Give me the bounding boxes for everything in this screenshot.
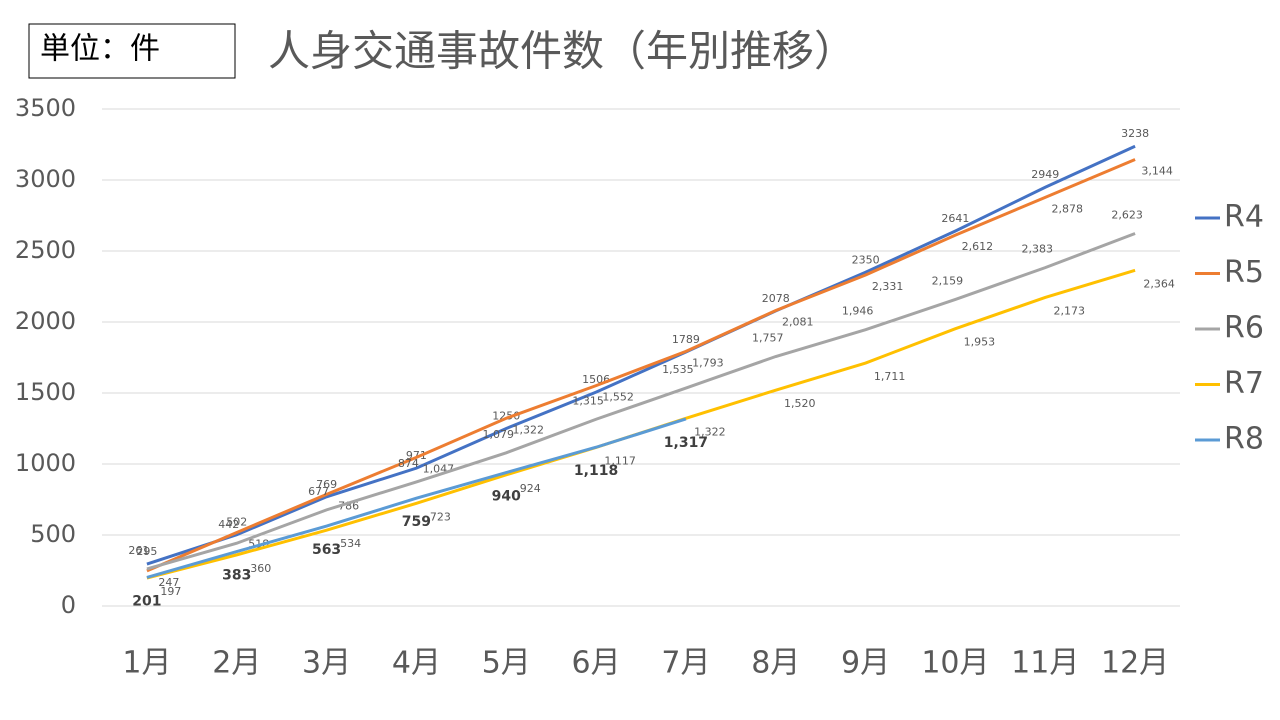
data-label: 1,520 bbox=[784, 397, 816, 410]
data-label: 2641 bbox=[941, 212, 969, 225]
data-label: 2350 bbox=[852, 253, 880, 266]
x-tick-label: 4月 bbox=[392, 646, 441, 681]
data-label: 1,946 bbox=[842, 305, 874, 318]
data-label: 360 bbox=[250, 562, 271, 575]
data-label: 924 bbox=[520, 482, 541, 495]
unit-label: 単位：件 bbox=[40, 32, 160, 67]
data-label: 3,144 bbox=[1141, 165, 1173, 178]
data-label: 201 bbox=[132, 593, 161, 609]
data-label: 247 bbox=[158, 576, 179, 589]
y-tick-label: 0 bbox=[61, 591, 76, 619]
data-label: 2,383 bbox=[1022, 243, 1054, 256]
data-label: 759 bbox=[402, 514, 431, 530]
y-tick-label: 1500 bbox=[15, 378, 76, 406]
data-label: 2,159 bbox=[932, 274, 964, 287]
x-tick-label: 9月 bbox=[841, 646, 890, 681]
data-label: 874 bbox=[398, 457, 419, 470]
data-label: 1,757 bbox=[752, 332, 784, 345]
series-line bbox=[146, 232, 1136, 571]
data-label: 2,364 bbox=[1143, 277, 1175, 290]
data-label: 677 bbox=[308, 485, 329, 498]
series-line bbox=[146, 158, 1136, 573]
data-label: 1,322 bbox=[513, 423, 545, 436]
data-label: 1,953 bbox=[964, 336, 996, 349]
y-tick-label: 3000 bbox=[15, 165, 76, 193]
data-label: 197 bbox=[160, 585, 181, 598]
data-label: 534 bbox=[340, 537, 361, 550]
x-tick-label: 12月 bbox=[1101, 646, 1169, 681]
x-tick-label: 10月 bbox=[921, 646, 989, 681]
data-label: 295 bbox=[136, 545, 157, 558]
data-label: 383 bbox=[222, 568, 251, 584]
legend-label: R6 bbox=[1224, 311, 1264, 346]
y-tick-label: 500 bbox=[30, 520, 76, 548]
series-line bbox=[146, 417, 687, 579]
data-label: 1,079 bbox=[483, 428, 515, 441]
data-label: 1,711 bbox=[874, 370, 906, 383]
x-tick-label: 11月 bbox=[1011, 646, 1079, 681]
series-line bbox=[146, 144, 1136, 566]
data-label: 1250 bbox=[492, 410, 520, 423]
data-label: 1,322 bbox=[694, 425, 726, 438]
x-tick-label: 8月 bbox=[751, 646, 800, 681]
data-label: 2949 bbox=[1031, 168, 1059, 181]
data-label: 1,118 bbox=[574, 463, 618, 479]
data-label: 442 bbox=[218, 518, 239, 531]
data-label: 1789 bbox=[672, 333, 700, 346]
data-label: 2,173 bbox=[1054, 304, 1086, 317]
data-label: 940 bbox=[492, 489, 521, 505]
data-label: 769 bbox=[316, 478, 337, 491]
y-tick-label: 1000 bbox=[15, 449, 76, 477]
y-tick-label: 3500 bbox=[15, 94, 76, 122]
x-tick-label: 5月 bbox=[482, 646, 531, 681]
x-tick-label: 6月 bbox=[572, 646, 621, 681]
data-label: 2078 bbox=[762, 292, 790, 305]
data-label: 723 bbox=[430, 510, 451, 523]
data-label: 1,317 bbox=[664, 435, 708, 451]
legend-label: R7 bbox=[1224, 366, 1264, 401]
y-tick-label: 2000 bbox=[15, 307, 76, 335]
legend-label: R4 bbox=[1224, 200, 1264, 235]
data-label: 2,612 bbox=[962, 240, 994, 253]
data-label: 2,081 bbox=[782, 315, 814, 328]
series-line bbox=[146, 268, 1136, 580]
chart-title: 人身交通事故件数（年別推移） bbox=[268, 27, 856, 76]
data-label: 563 bbox=[312, 542, 341, 558]
data-label: 502 bbox=[226, 516, 247, 529]
y-tick-label: 2500 bbox=[15, 236, 76, 264]
x-tick-label: 7月 bbox=[661, 646, 710, 681]
data-label: 2,878 bbox=[1052, 202, 1084, 215]
legend-label: R8 bbox=[1224, 422, 1264, 457]
data-label: 1,315 bbox=[572, 394, 604, 407]
data-label: 2,331 bbox=[872, 280, 904, 293]
data-label: 1,552 bbox=[602, 391, 634, 404]
data-label: 1,535 bbox=[662, 363, 694, 376]
data-label: 3238 bbox=[1121, 127, 1149, 140]
x-tick-label: 1月 bbox=[122, 646, 171, 681]
data-label: 1,117 bbox=[604, 454, 636, 467]
data-label: 2,623 bbox=[1111, 209, 1143, 222]
data-label: 261 bbox=[128, 544, 149, 557]
legend-label: R5 bbox=[1224, 255, 1264, 290]
unit-box bbox=[28, 23, 236, 79]
data-label: 1,793 bbox=[692, 356, 724, 369]
x-tick-label: 3月 bbox=[302, 646, 351, 681]
x-tick-label: 2月 bbox=[212, 646, 261, 681]
